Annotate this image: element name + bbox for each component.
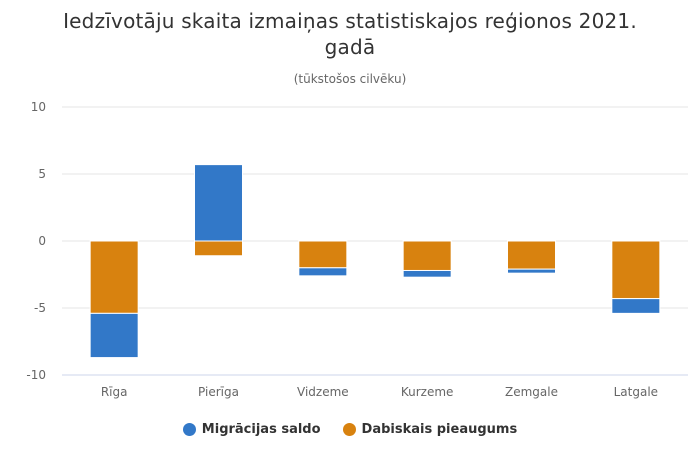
bar-natural-increase [507,240,556,270]
x-tick-label: Latgale [614,385,658,399]
x-tick-label: Pierīga [198,385,239,399]
x-tick-label: Kurzeme [401,385,454,399]
chart-subtitle: (tūkstošos cilvēku) [293,72,407,86]
bar-natural-increase [194,240,243,257]
bar-migration [507,268,556,274]
y-tick-label: 10 [31,100,46,114]
bar-migration [89,312,139,359]
legend-label-migration: Migrācijas saldo [201,422,321,437]
x-tick-label: Zemgale [505,385,558,399]
bar-migration [402,269,452,278]
bar-natural-increase [298,240,348,269]
bar-natural-increase [402,240,452,271]
legend-swatch-migration [182,423,196,436]
legend-label-natural-increase: Dabiskais pieaugums [361,422,518,437]
chart-title: Iedzīvotāju skaita izmaiņas statistiskaj… [63,9,637,59]
bar-migration [611,298,661,314]
bar-natural-increase [611,240,661,300]
bar-migration [298,267,348,277]
legend-item-natural-increase[interactable]: Dabiskais pieaugums [342,422,518,437]
bar-migration [194,164,243,242]
legend-swatch-natural-increase [342,423,356,436]
x-tick-label: Rīga [101,385,128,399]
y-tick-label: 0 [38,234,46,248]
y-tick-label: -5 [34,301,46,315]
y-tick-label: -10 [26,368,46,382]
bar-natural-increase [89,240,139,314]
x-tick-label: Vidzeme [297,385,349,399]
y-tick-label: 5 [38,167,46,181]
legend: Migrācijas saldo Dabiskais pieaugums [0,422,700,437]
legend-item-migration[interactable]: Migrācijas saldo [182,422,321,437]
